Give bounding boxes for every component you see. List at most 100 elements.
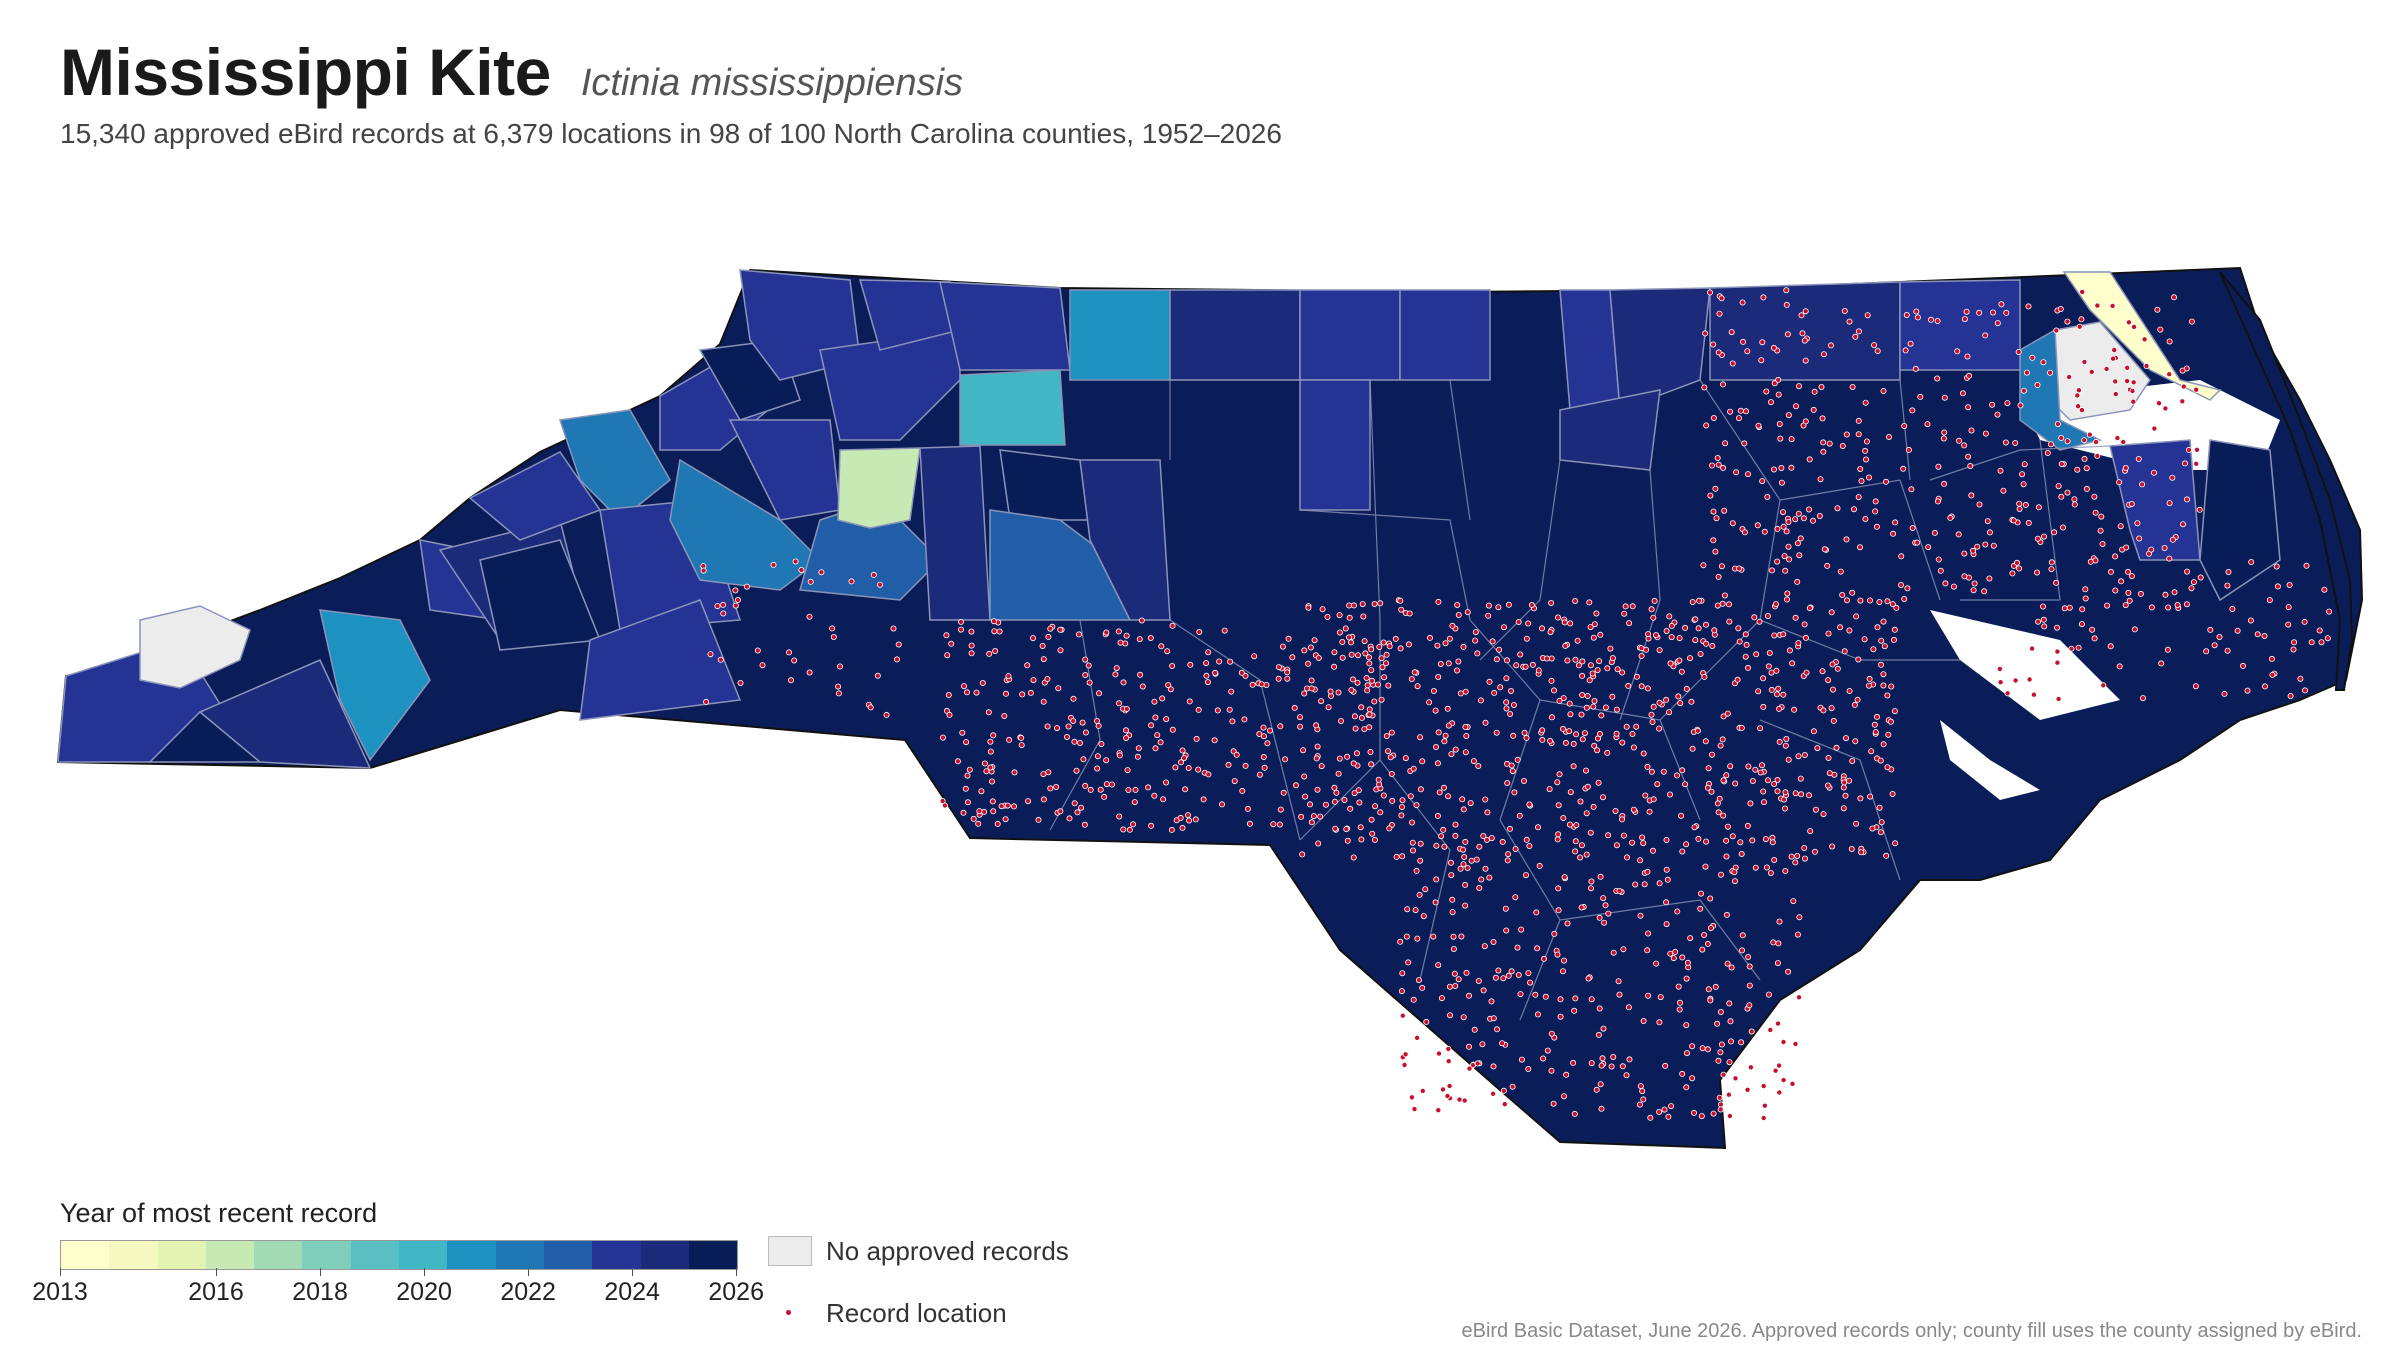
record-location-dot	[1872, 729, 1879, 736]
record-location-dot	[1990, 542, 1997, 549]
record-location-dot	[1246, 820, 1253, 827]
record-location-dot	[1352, 725, 1359, 732]
record-location-dot	[1837, 624, 1844, 631]
record-location-dot	[1457, 865, 1464, 872]
record-location-dot	[2044, 449, 2051, 456]
title-row: Mississippi Kite Ictinia mississippiensi…	[60, 34, 963, 110]
record-location-dot	[1934, 375, 1941, 382]
record-location-dot	[1817, 476, 1824, 483]
record-location-dot	[1525, 1066, 1532, 1073]
record-location-dot	[1588, 885, 1595, 892]
record-location-dot	[1482, 865, 1489, 872]
record-location-dot	[1878, 637, 1885, 644]
record-location-dot	[1397, 938, 1404, 945]
record-location-dot	[1399, 1012, 1406, 1019]
record-location-dot	[1784, 331, 1791, 338]
record-location-dot	[1810, 406, 1817, 413]
record-location-dot	[1870, 646, 1877, 653]
record-location-dot	[1480, 987, 1487, 994]
record-location-dot	[1466, 1043, 1473, 1050]
record-location-dot	[1632, 881, 1639, 888]
record-location-dot	[1169, 726, 1176, 733]
record-location-dot	[1148, 722, 1155, 729]
record-location-dot	[2111, 346, 2118, 353]
record-location-dot	[1881, 643, 1888, 650]
record-location-dot	[1493, 656, 1500, 663]
record-location-dot	[968, 642, 975, 649]
record-location-dot	[1564, 920, 1571, 927]
record-location-dot	[1645, 631, 1652, 638]
record-location-dot	[2009, 570, 2016, 577]
record-location-dot	[1185, 765, 1192, 772]
record-location-dot	[1880, 741, 1887, 748]
record-location-dot	[1070, 695, 1077, 702]
record-location-dot	[1748, 1028, 1755, 1035]
record-location-dot	[1663, 628, 1670, 635]
record-location-dot	[1550, 1100, 1557, 1107]
record-location-dot	[1018, 742, 1025, 749]
county-coastal-4	[1899, 279, 2021, 371]
record-location-dot	[1563, 1071, 1570, 1078]
record-location-dot	[1138, 617, 1145, 624]
record-location-dot	[1771, 781, 1778, 788]
record-location-dot	[1736, 415, 1743, 422]
record-location-dot	[1722, 440, 1729, 447]
record-location-dot	[1447, 859, 1454, 866]
record-location-dot	[970, 815, 977, 822]
record-location-dot	[1820, 351, 1827, 358]
record-location-dot	[1761, 1102, 1768, 1109]
record-location-dot	[2078, 407, 2085, 414]
record-location-dot	[2071, 501, 2078, 508]
record-location-dot	[2029, 645, 2036, 652]
record-location-dot	[2047, 369, 2054, 376]
record-location-dot	[1497, 684, 1504, 691]
record-location-dot	[1821, 546, 1828, 553]
record-location-dot	[1970, 547, 1977, 554]
record-location-dot	[1994, 320, 2001, 327]
footnote: eBird Basic Dataset, June 2026. Approved…	[1461, 1320, 2362, 1342]
record-location-dot	[1475, 763, 1482, 770]
record-location-dot	[1044, 723, 1051, 730]
record-location-dot	[2120, 438, 2127, 445]
record-location-dot	[2261, 683, 2268, 690]
record-location-dot	[1260, 754, 1267, 761]
record-location-dot	[1780, 1039, 1787, 1046]
record-location-dot	[985, 709, 992, 716]
record-location-dot	[1495, 967, 1502, 974]
record-location-dot	[1862, 447, 1869, 454]
record-location-dot	[2040, 616, 2047, 623]
record-location-dot	[1409, 819, 1416, 826]
record-location-dot	[1663, 696, 1670, 703]
record-location-dot	[1361, 638, 1368, 645]
page-title: Mississippi Kite	[60, 35, 551, 109]
record-location-dot	[1841, 307, 1848, 314]
record-location-dot	[2126, 597, 2133, 604]
record-location-dot	[1518, 1056, 1525, 1063]
record-location-dot	[1984, 518, 1991, 525]
record-location-dot	[1297, 714, 1304, 721]
record-location-dot	[1385, 682, 1392, 689]
record-location-dot	[1367, 749, 1374, 756]
record-location-dot	[1583, 704, 1590, 711]
record-location-dot	[1956, 437, 1963, 444]
record-location-dot	[1377, 600, 1384, 607]
record-location-dot	[1799, 330, 1806, 337]
record-location-dot	[1071, 800, 1078, 807]
record-location-dot	[2058, 434, 2065, 441]
record-location-dot	[1788, 436, 1795, 443]
record-location-dot	[1510, 702, 1517, 709]
legend-swatch	[254, 1241, 303, 1269]
record-location-dot	[973, 689, 980, 696]
record-location-dot	[1982, 332, 1989, 339]
record-location-dot	[1586, 599, 1593, 606]
record-location-dot	[1132, 786, 1139, 793]
record-location-dot	[1868, 748, 1875, 755]
record-location-dot	[1735, 625, 1742, 632]
record-location-dot	[1718, 1041, 1725, 1048]
record-location-dot	[2273, 563, 2280, 570]
record-location-dot	[1771, 466, 1778, 473]
record-location-dot	[1366, 706, 1373, 713]
record-location-dot	[1509, 1083, 1516, 1090]
record-location-dot	[1080, 756, 1087, 763]
record-location-dot	[1451, 970, 1458, 977]
